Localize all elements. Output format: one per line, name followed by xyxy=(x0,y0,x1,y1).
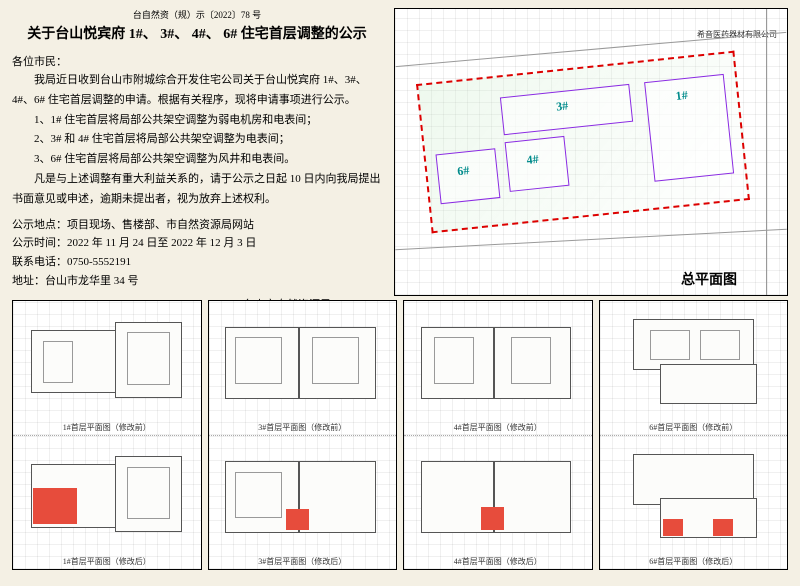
plan-col-1: 1#首层平面图（修改前） 1#首层平面图（修改后） xyxy=(12,300,202,570)
list-item-2: 2、3# 和 4# 住宅首层将局部公共架空调整为电表间； xyxy=(12,130,382,150)
site-plan-title: 总平面图 xyxy=(681,269,737,289)
plan-col-4: 6#首层平面图（修改前） 6#首层平面图（修改后） xyxy=(599,300,789,570)
notice-text-column: 台自然资（规）示〔2022〕78 号 关于台山悦宾府 1#、 3#、 4#、 6… xyxy=(12,8,382,296)
notice-title: 关于台山悦宾府 1#、 3#、 4#、 6# 住宅首层调整的公示 xyxy=(12,23,382,43)
site-plan: 希音医药器材有限公司 6# 4# 3# 1# 总平面图 xyxy=(394,8,788,296)
plan-3-after-label: 3#首层平面图（修改后） xyxy=(209,556,397,567)
plan-4-after xyxy=(414,446,582,552)
label-6: 6# xyxy=(457,163,471,179)
plan-6-after-label: 6#首层平面图（修改后） xyxy=(600,556,788,567)
plan-col-3: 4#首层平面图（修改前） 4#首层平面图（修改后） xyxy=(403,300,593,570)
plan-4-after-label: 4#首层平面图（修改后） xyxy=(404,556,592,567)
label-4: 4# xyxy=(526,152,540,168)
document-number: 台自然资（规）示〔2022〕78 号 xyxy=(133,8,261,21)
floor-plan-row: 1#首层平面图（修改前） 1#首层平面图（修改后） 3#首层平面图（修改前） xyxy=(0,300,800,580)
label-3: 3# xyxy=(555,98,569,114)
meta-time: 公示时间：2022 年 11 月 24 日至 2022 年 12 月 3 日 xyxy=(12,234,382,253)
site-boundary: 6# 4# 3# 1# xyxy=(416,51,750,234)
meta-tel: 联系电话：0750-5552191 xyxy=(12,253,382,272)
highlight-1 xyxy=(33,488,77,524)
plan-1-after xyxy=(23,446,191,552)
plan-6-before xyxy=(610,311,778,417)
salutation: 各位市民： xyxy=(12,53,382,69)
paragraph-2: 凡是与上述调整有重大利益关系的，请于公示之日起 10 日内向我局提出书面意见或申… xyxy=(12,170,382,210)
paragraph-1: 我局近日收到台山市附城综合开发住宅公司关于台山悦宾府 1#、3#、4#、6# 住… xyxy=(12,71,382,111)
plan-6-after xyxy=(610,446,778,552)
list-item-3: 3、6# 住宅首层将局部公共架空调整为风井和电表间。 xyxy=(12,150,382,170)
highlight-4 xyxy=(481,507,504,530)
list-item-1: 1、1# 住宅首层将局部公共架空调整为弱电机房和电表间； xyxy=(12,111,382,131)
plan-col-2: 3#首层平面图（修改前） 3#首层平面图（修改后） xyxy=(208,300,398,570)
plan-6-before-label: 6#首层平面图（修改前） xyxy=(600,422,788,433)
highlight-6b xyxy=(713,519,733,536)
meta-block: 公示地点：项目现场、售楼部、市自然资源局网站 公示时间：2022 年 11 月 … xyxy=(12,216,382,291)
highlight-3 xyxy=(286,509,309,530)
plan-3-after xyxy=(219,446,387,552)
plan-4-before xyxy=(414,311,582,417)
plan-1-after-label: 1#首层平面图（修改后） xyxy=(13,556,201,567)
meta-addr: 地址：台山市龙华里 34 号 xyxy=(12,272,382,291)
plan-1-before xyxy=(23,311,191,417)
plan-4-before-label: 4#首层平面图（修改前） xyxy=(404,422,592,433)
building-1 xyxy=(644,74,734,182)
meta-location: 公示地点：项目现场、售楼部、市自然资源局网站 xyxy=(12,216,382,235)
plan-3-before-label: 3#首层平面图（修改前） xyxy=(209,422,397,433)
plan-3-before xyxy=(219,311,387,417)
highlight-6a xyxy=(663,519,683,536)
label-1: 1# xyxy=(675,88,689,104)
plan-1-before-label: 1#首层平面图（修改前） xyxy=(13,422,201,433)
